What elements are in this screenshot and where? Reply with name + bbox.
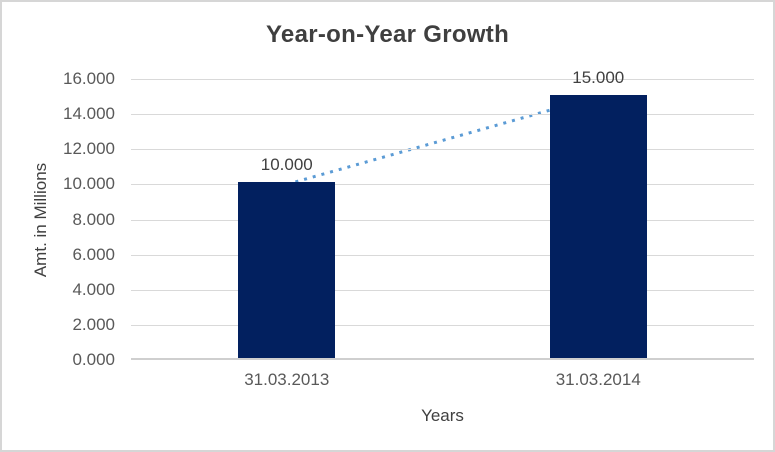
bar-31-03-2013: [238, 182, 336, 358]
y-tick-label: 10.000: [63, 174, 115, 194]
y-tick-label: 16.000: [63, 69, 115, 88]
y-tick-label: 8.000: [72, 209, 115, 229]
gridline: [131, 184, 754, 186]
gridline: [131, 324, 754, 326]
y-tick-label: 12.000: [63, 139, 115, 159]
gridline: [131, 254, 754, 256]
x-tick-label: 31.03.2013: [244, 370, 330, 389]
gridline: [131, 114, 754, 116]
gridline: [131, 149, 754, 151]
y-tick-label: 0.000: [72, 350, 115, 369]
chart-title: Year-on-Year Growth: [265, 21, 510, 48]
data-label: 15.000: [572, 67, 625, 87]
y-tick-label: 4.000: [72, 279, 115, 299]
bar-31-03-2014: [549, 94, 647, 358]
gridline: [131, 79, 754, 80]
plot-area: Years 10.000 31.03.2013 15.000 31.03.2014: [131, 68, 754, 425]
y-tick-label: 6.000: [72, 244, 115, 264]
y-tick-label: 2.000: [72, 314, 115, 334]
data-label: 10.000: [260, 155, 313, 175]
x-axis-title: Years: [421, 406, 464, 425]
gridline: [131, 219, 754, 221]
y-tick-label: 14.000: [63, 104, 115, 124]
gridline: [131, 289, 754, 291]
x-tick-label: 31.03.2014: [555, 370, 641, 389]
